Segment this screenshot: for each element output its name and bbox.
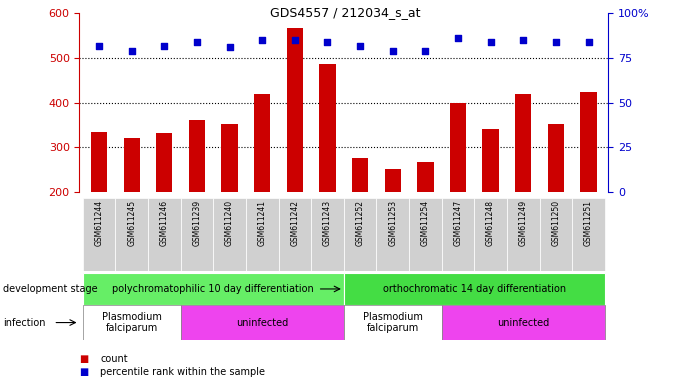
Bar xyxy=(515,94,531,192)
Point xyxy=(290,37,301,43)
Bar xyxy=(115,198,148,271)
Text: GSM611247: GSM611247 xyxy=(453,200,462,246)
Point xyxy=(354,43,366,49)
Text: GSM611252: GSM611252 xyxy=(356,200,365,246)
Bar xyxy=(278,198,311,271)
Bar xyxy=(377,198,409,271)
Bar xyxy=(540,198,572,271)
Text: GSM611248: GSM611248 xyxy=(486,200,495,246)
Bar xyxy=(311,198,344,271)
Point xyxy=(420,48,431,54)
Bar xyxy=(180,198,214,271)
Bar xyxy=(417,162,433,192)
Bar xyxy=(148,198,180,271)
Text: GSM611246: GSM611246 xyxy=(160,200,169,246)
Text: orthochromatic 14 day differentiation: orthochromatic 14 day differentiation xyxy=(383,284,566,294)
Text: GDS4557 / 212034_s_at: GDS4557 / 212034_s_at xyxy=(270,6,421,19)
Bar xyxy=(344,198,377,271)
Point xyxy=(256,37,267,43)
Bar xyxy=(385,169,401,192)
Bar xyxy=(409,198,442,271)
Point xyxy=(387,48,398,54)
Point xyxy=(224,44,235,50)
Bar xyxy=(287,28,303,192)
Text: uninfected: uninfected xyxy=(497,318,549,328)
Bar xyxy=(254,94,270,192)
Text: ■: ■ xyxy=(79,354,88,364)
Bar xyxy=(344,305,442,340)
Point xyxy=(583,39,594,45)
Point xyxy=(453,35,464,41)
Text: uninfected: uninfected xyxy=(236,318,288,328)
Text: GSM611242: GSM611242 xyxy=(290,200,299,246)
Bar xyxy=(507,198,540,271)
Text: GSM611253: GSM611253 xyxy=(388,200,397,246)
Text: GSM611245: GSM611245 xyxy=(127,200,136,246)
Bar xyxy=(572,198,605,271)
Bar xyxy=(83,273,344,305)
Text: count: count xyxy=(100,354,128,364)
Bar xyxy=(83,305,180,340)
Bar xyxy=(482,129,499,192)
Bar xyxy=(450,103,466,192)
Text: GSM611251: GSM611251 xyxy=(584,200,593,246)
Bar xyxy=(246,198,278,271)
Text: GSM611243: GSM611243 xyxy=(323,200,332,246)
Text: GSM611240: GSM611240 xyxy=(225,200,234,246)
Point xyxy=(322,39,333,45)
Bar xyxy=(83,198,115,271)
Text: development stage: development stage xyxy=(3,284,98,294)
Bar xyxy=(189,120,205,192)
Point xyxy=(126,48,138,54)
Text: GSM611254: GSM611254 xyxy=(421,200,430,246)
Text: GSM611241: GSM611241 xyxy=(258,200,267,246)
Text: Plasmodium
falciparum: Plasmodium falciparum xyxy=(363,312,423,333)
Point xyxy=(518,37,529,43)
Text: GSM611244: GSM611244 xyxy=(95,200,104,246)
Point xyxy=(485,39,496,45)
Text: GSM611239: GSM611239 xyxy=(192,200,202,246)
Bar xyxy=(319,64,336,192)
Bar xyxy=(474,198,507,271)
Bar xyxy=(442,198,474,271)
Text: GSM611249: GSM611249 xyxy=(519,200,528,246)
Bar xyxy=(548,124,564,192)
Point xyxy=(159,43,170,49)
Bar xyxy=(221,124,238,192)
Text: percentile rank within the sample: percentile rank within the sample xyxy=(100,367,265,377)
Bar xyxy=(124,139,140,192)
Text: polychromatophilic 10 day differentiation: polychromatophilic 10 day differentiatio… xyxy=(113,284,314,294)
Bar xyxy=(352,157,368,192)
Text: infection: infection xyxy=(3,318,46,328)
Point xyxy=(550,39,561,45)
Text: ■: ■ xyxy=(79,367,88,377)
Bar xyxy=(180,305,344,340)
Point xyxy=(93,43,104,49)
Bar xyxy=(344,273,605,305)
Text: Plasmodium
falciparum: Plasmodium falciparum xyxy=(102,312,162,333)
Bar xyxy=(91,132,107,192)
Bar xyxy=(442,305,605,340)
Point xyxy=(191,39,202,45)
Bar xyxy=(580,91,596,192)
Bar xyxy=(214,198,246,271)
Text: GSM611250: GSM611250 xyxy=(551,200,560,246)
Bar xyxy=(156,133,173,192)
